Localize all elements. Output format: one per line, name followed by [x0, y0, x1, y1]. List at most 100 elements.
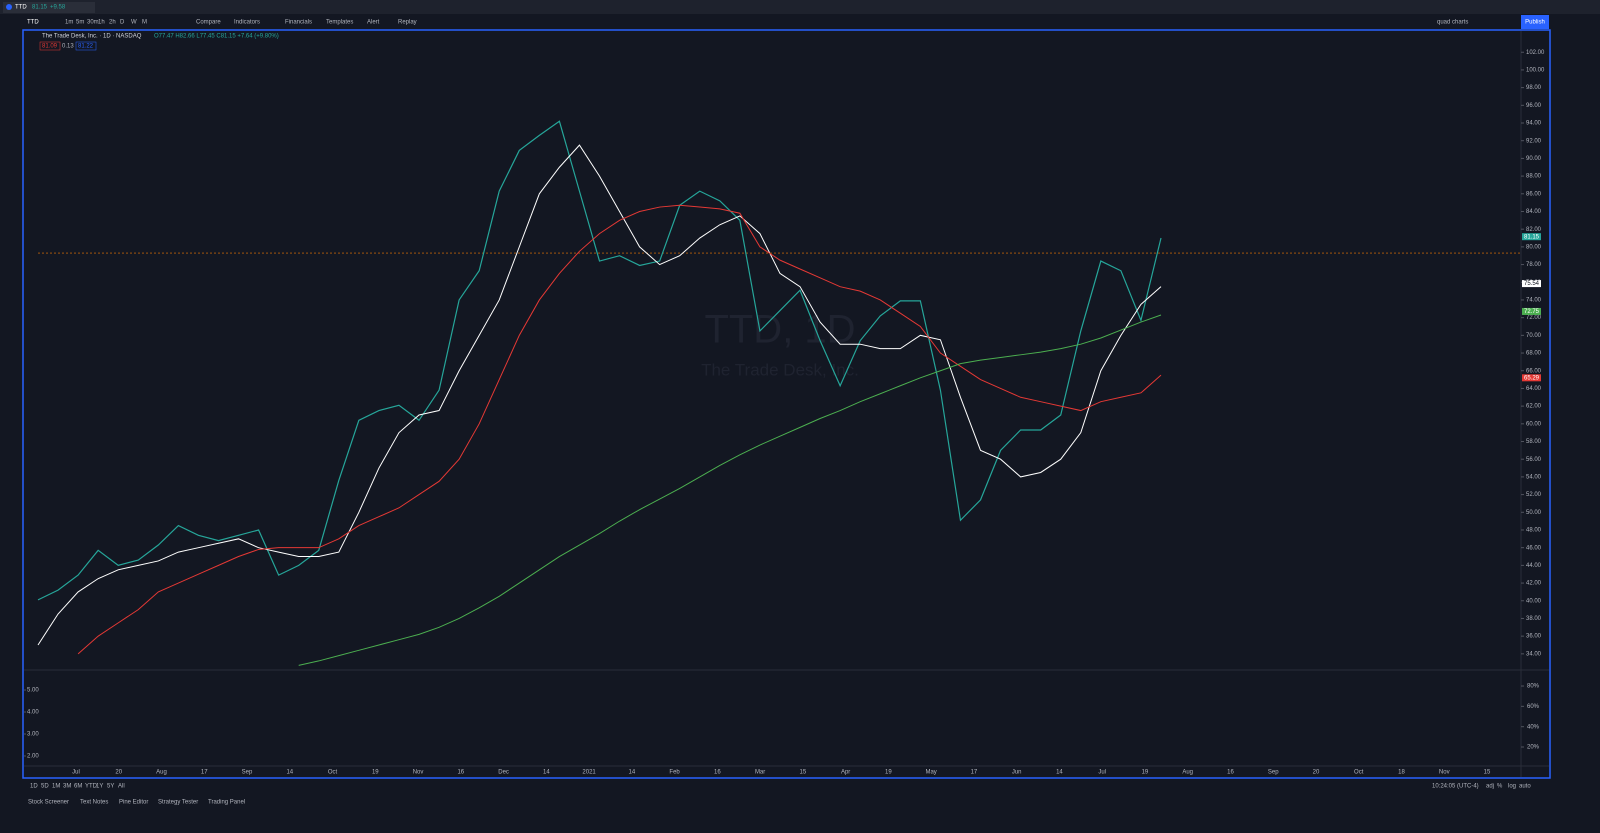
y-tick-label: 48.00 [1526, 528, 1542, 534]
bottom-tab[interactable]: Trading Panel [208, 800, 245, 806]
series-line [37, 120, 1162, 601]
tab-icon [6, 4, 12, 10]
x-tick-label: Sep [242, 770, 253, 776]
interval[interactable]: W [131, 20, 137, 26]
interval[interactable]: 5m [76, 20, 84, 26]
bottom-panel [0, 796, 1600, 809]
y-tick-label: 54.00 [1526, 474, 1542, 480]
x-tick-label: 17 [201, 770, 208, 776]
toolbar-button[interactable]: Alert [367, 20, 380, 26]
y-tick-label: 38.00 [1526, 616, 1542, 622]
interval[interactable]: 30m [87, 20, 99, 26]
volume-y2-tick-label: 20% [1527, 745, 1540, 751]
y-tick-label: 36.00 [1526, 634, 1542, 640]
range-button[interactable]: 1Y [96, 784, 103, 790]
volume-tick-label: 4.00 [27, 710, 39, 716]
range-button[interactable]: 1D [30, 784, 38, 790]
toolbar-button[interactable]: Replay [398, 20, 417, 26]
x-tick-label: 19 [885, 770, 892, 776]
watermark-name: The Trade Desk, Inc. [701, 360, 859, 379]
range-button[interactable]: 6M [74, 784, 82, 790]
symbol-search[interactable]: TTD [27, 20, 39, 26]
legend-ohlc: O77.47 H82.66 L77.45 C81.15 +7.64 (+9.80… [154, 34, 279, 40]
y-tick-label: 102.00 [1526, 50, 1545, 56]
price-badge-label: 72.75 [1524, 309, 1540, 315]
toolbar-button[interactable]: Financials [285, 20, 312, 26]
x-tick-label: 15 [1484, 770, 1491, 776]
bottom-tab[interactable]: Strategy Tester [158, 800, 198, 806]
y-tick-label: 64.00 [1526, 386, 1542, 392]
range-button[interactable]: YTD [85, 784, 98, 790]
layout-name[interactable]: quad charts [1437, 20, 1468, 26]
ask: 81.22 [78, 44, 94, 50]
x-tick-label: May [925, 770, 936, 776]
y-tick-label: 58.00 [1526, 439, 1542, 445]
volume-tick-label: 3.00 [27, 732, 39, 738]
scale-option[interactable]: adj [1486, 784, 1494, 790]
x-tick-label: Jul [72, 770, 80, 776]
range-button[interactable]: 1M [52, 784, 60, 790]
y-tick-label: 66.00 [1526, 368, 1542, 374]
price-badge [1522, 280, 1541, 288]
scale-option[interactable]: auto [1519, 784, 1531, 790]
bid: 81.09 [42, 44, 58, 50]
interval[interactable]: M [142, 20, 147, 26]
chart-frame [22, 29, 1551, 779]
scale-option[interactable]: log [1508, 784, 1516, 790]
y-tick-label: 62.00 [1526, 404, 1542, 410]
tab-price: 81.15 [32, 5, 48, 11]
x-tick-label: 2021 [582, 770, 596, 776]
y-tick-label: 84.00 [1526, 209, 1542, 215]
y-tick-label: 68.00 [1526, 351, 1542, 357]
x-tick-label: Oct [328, 770, 338, 776]
toolbar-button[interactable]: Indicators [234, 20, 260, 26]
spread: 0.13 [62, 44, 74, 50]
price-badge [1522, 374, 1541, 382]
price-badge-label: 65.29 [1524, 375, 1540, 381]
x-tick-label: 14 [1056, 770, 1063, 776]
y-tick-label: 52.00 [1526, 492, 1542, 498]
x-tick-label: 20 [1313, 770, 1320, 776]
range-button[interactable]: 5D [41, 784, 49, 790]
ask-box [75, 41, 97, 51]
y-tick-label: 74.00 [1526, 298, 1542, 304]
x-tick-label: 14 [543, 770, 550, 776]
y-tick-label: 56.00 [1526, 457, 1542, 463]
x-tick-label: Jul [1098, 770, 1106, 776]
volume-tick-label: 2.00 [27, 754, 39, 760]
tab[interactable] [3, 2, 95, 13]
bottom-tab[interactable]: Text Notes [80, 800, 108, 806]
volume-y2-tick-label: 60% [1527, 704, 1540, 710]
interval[interactable]: 2h [109, 20, 116, 26]
toolbar-button[interactable]: Compare [196, 20, 221, 26]
toolbar-button[interactable]: Templates [326, 20, 353, 26]
series-line [298, 314, 1162, 666]
tab-change: +9.58 [50, 5, 66, 11]
bottom-tab[interactable]: Stock Screener [28, 800, 69, 806]
x-tick-label: 15 [800, 770, 807, 776]
y-tick-label: 40.00 [1526, 598, 1542, 604]
series-line [37, 144, 1162, 646]
publish-button[interactable] [1521, 15, 1549, 29]
chart-layer: 1m 5m 30m 1h 2h D W M Compare Indicators Financial… [24, 20, 1545, 806]
y-tick-label: 94.00 [1526, 121, 1542, 127]
interval[interactable]: D [120, 20, 125, 26]
interval[interactable]: 1m [65, 20, 73, 26]
x-tick-label: Dec [498, 770, 509, 776]
range-button[interactable]: All [118, 784, 125, 790]
x-tick-label: Apr [841, 770, 850, 776]
y-tick-label: 70.00 [1526, 333, 1542, 339]
y-tick-label: 50.00 [1526, 510, 1542, 516]
y-tick-label: 100.00 [1526, 68, 1545, 74]
volume-y2-tick-label: 40% [1527, 724, 1540, 730]
price-badge [1522, 233, 1541, 241]
bottom-tab[interactable]: Pine Editor [119, 800, 148, 806]
x-tick-label: 17 [971, 770, 978, 776]
legend-title: The Trade Desk, Inc. · 1D · NASDAQ [42, 34, 142, 40]
range-button[interactable]: 5Y [107, 784, 114, 790]
interval[interactable]: 1h [98, 20, 105, 26]
scale-option[interactable]: % [1497, 784, 1503, 790]
range-button[interactable]: 3M [63, 784, 71, 790]
y-tick-label: 44.00 [1526, 563, 1542, 569]
